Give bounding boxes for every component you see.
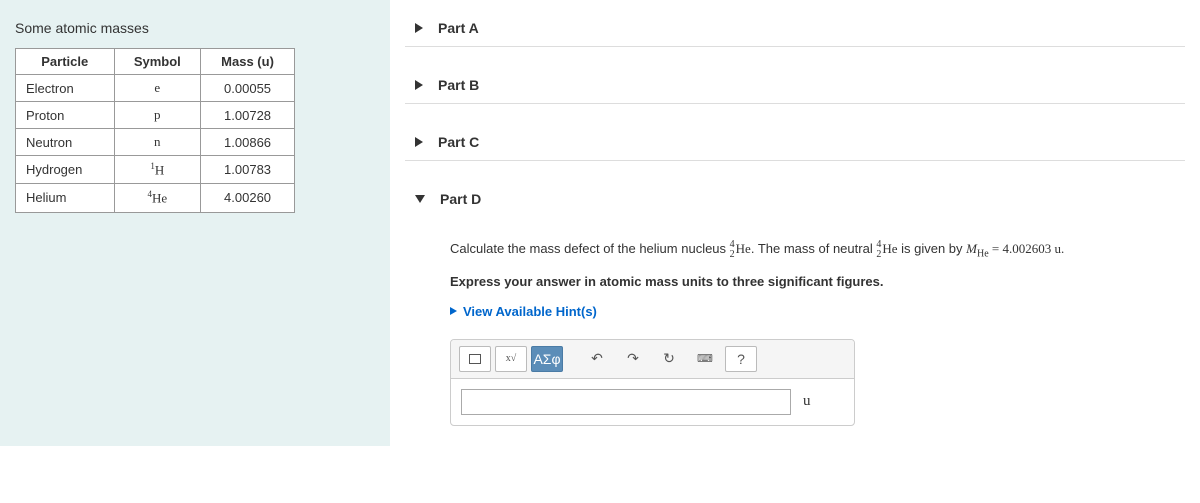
sqrt-icon: x√	[506, 353, 517, 364]
answer-toolbar: x√ ΑΣφ ↶ ↷ ↻ ⌨ ?	[451, 340, 854, 379]
part-c-title: Part C	[438, 134, 479, 150]
part-d-title: Part D	[440, 191, 481, 207]
keyboard-icon: ⌨	[697, 352, 713, 365]
part-d-header[interactable]: Part D	[405, 181, 1185, 217]
chevron-right-icon	[415, 23, 423, 33]
table-row: Helium4He4.00260	[16, 184, 295, 212]
answer-input[interactable]	[461, 389, 791, 415]
math-format-button[interactable]: x√	[495, 346, 527, 372]
redo-button[interactable]: ↷	[617, 346, 649, 372]
view-hints-link[interactable]: View Available Hint(s)	[450, 304, 1185, 319]
part-d-content: Calculate the mass defect of the helium …	[405, 217, 1185, 436]
col-particle: Particle	[16, 49, 115, 75]
part-c-header[interactable]: Part C	[405, 124, 1185, 161]
answer-instruction: Express your answer in atomic mass units…	[450, 274, 1185, 289]
chevron-right-icon	[415, 80, 423, 90]
help-button[interactable]: ?	[725, 346, 757, 372]
question-text: Calculate the mass defect of the helium …	[450, 237, 1185, 264]
col-symbol: Symbol	[114, 49, 201, 75]
chevron-right-icon	[415, 137, 423, 147]
greek-letters-button[interactable]: ΑΣφ	[531, 346, 563, 372]
keyboard-button[interactable]: ⌨	[689, 346, 721, 372]
part-a-title: Part A	[438, 20, 479, 36]
table-row: Electrone0.00055	[16, 75, 295, 102]
reset-icon: ↻	[663, 350, 675, 367]
table-row: Hydrogen1H1.00783	[16, 156, 295, 184]
undo-icon: ↶	[591, 350, 603, 367]
reference-panel: Some atomic masses Particle Symbol Mass …	[0, 0, 390, 446]
col-mass: Mass (u)	[201, 49, 295, 75]
redo-icon: ↷	[627, 350, 639, 367]
answer-unit: u	[803, 393, 811, 410]
part-b-header[interactable]: Part B	[405, 67, 1185, 104]
mass-table: Particle Symbol Mass (u) Electrone0.0005…	[15, 48, 295, 213]
panel-title: Some atomic masses	[15, 20, 375, 36]
rectangle-icon	[469, 354, 481, 364]
question-panel: Part A Part B Part C Part D Calculate th…	[390, 0, 1200, 446]
chevron-right-icon	[450, 307, 457, 315]
part-b-title: Part B	[438, 77, 479, 93]
table-row: Protonp1.00728	[16, 102, 295, 129]
answer-box: x√ ΑΣφ ↶ ↷ ↻ ⌨ ? u	[450, 339, 855, 426]
undo-button[interactable]: ↶	[581, 346, 613, 372]
table-row: Neutronn1.00866	[16, 129, 295, 156]
template-button[interactable]	[459, 346, 491, 372]
part-a-header[interactable]: Part A	[405, 10, 1185, 47]
reset-button[interactable]: ↻	[653, 346, 685, 372]
chevron-down-icon	[415, 195, 425, 203]
